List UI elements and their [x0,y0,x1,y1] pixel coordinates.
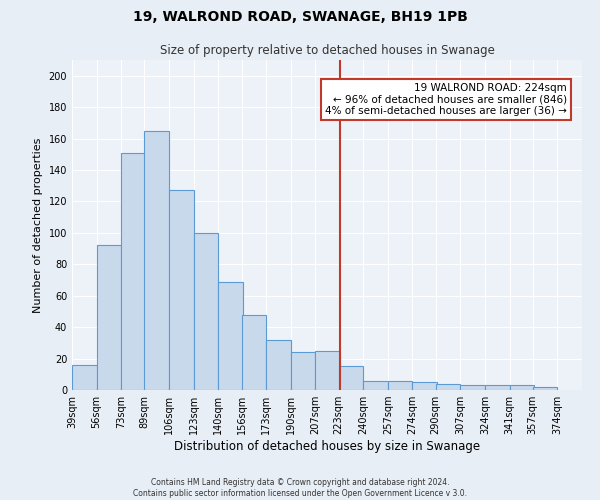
Bar [509,386,534,390]
Bar [338,366,363,390]
Bar [72,365,97,390]
Bar [266,340,291,390]
Text: 19 WALROND ROAD: 224sqm
← 96% of detached houses are smaller (846)
4% of semi-de: 19 WALROND ROAD: 224sqm ← 96% of detache… [325,83,567,116]
Bar [145,130,169,390]
Text: Contains HM Land Registry data © Crown copyright and database right 2024.
Contai: Contains HM Land Registry data © Crown c… [133,478,467,498]
Bar [533,387,557,390]
Bar [388,380,412,390]
Bar [316,350,340,390]
Bar [485,386,509,390]
Bar [412,382,437,390]
Bar [218,282,243,390]
X-axis label: Distribution of detached houses by size in Swanage: Distribution of detached houses by size … [174,440,480,453]
Bar [436,384,460,390]
Title: Size of property relative to detached houses in Swanage: Size of property relative to detached ho… [160,44,494,58]
Bar [242,314,266,390]
Bar [194,233,218,390]
Y-axis label: Number of detached properties: Number of detached properties [33,138,43,312]
Text: 19, WALROND ROAD, SWANAGE, BH19 1PB: 19, WALROND ROAD, SWANAGE, BH19 1PB [133,10,467,24]
Bar [363,380,388,390]
Bar [121,152,146,390]
Bar [291,352,316,390]
Bar [169,190,194,390]
Bar [97,246,121,390]
Bar [460,386,485,390]
